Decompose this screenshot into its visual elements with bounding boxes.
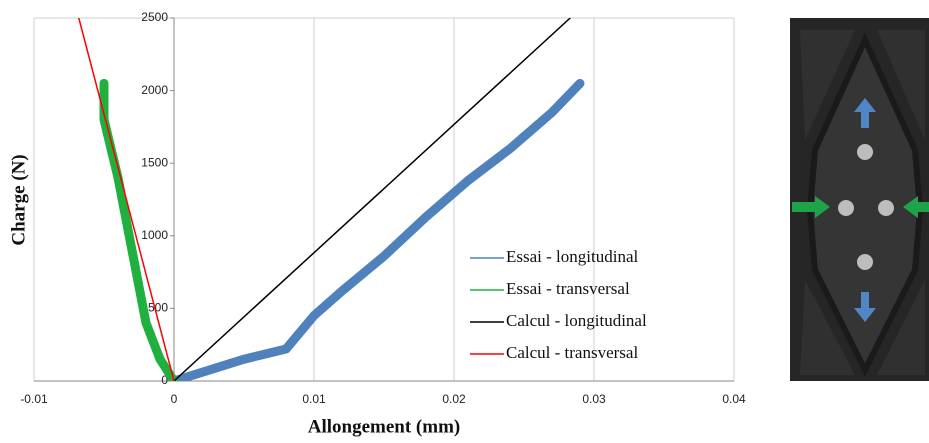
arrow-up (854, 98, 876, 128)
photo-dot (878, 200, 894, 216)
photo-cutout (800, 280, 855, 375)
x-tick-label: -0.01 (20, 392, 48, 406)
y-tick-label: 0 (161, 373, 168, 387)
photo-cutout (877, 280, 925, 375)
y-tick-label: 2500 (141, 10, 168, 24)
x-tick-label: 0.01 (302, 392, 326, 406)
x-axis-title: Allongement (mm) (308, 416, 461, 437)
legend-label: Essai - longitudinal (506, 247, 638, 266)
y-tick-label: 1500 (141, 155, 168, 169)
x-tick-label: 0.03 (582, 392, 606, 406)
x-tick-label: 0 (171, 392, 178, 406)
y-tick-label: 500 (148, 301, 168, 315)
x-tick-label: 0.04 (722, 392, 746, 406)
series-line (99, 78, 179, 381)
x-tick-label: 0.02 (442, 392, 466, 406)
photo-cutout (877, 30, 925, 140)
photo-diamond (806, 32, 924, 377)
photo (790, 18, 929, 381)
photo-dot (857, 144, 873, 160)
y-tick-label: 1000 (141, 228, 168, 242)
arrow-down (854, 292, 876, 322)
legend-label: Calcul - transversal (506, 343, 638, 362)
series-line (78, 18, 175, 381)
photo-cutout (800, 30, 855, 140)
arrow-left (903, 196, 929, 218)
legend-label: Calcul - longitudinal (506, 311, 647, 330)
legend-label: Essai - transversal (506, 279, 630, 298)
arrow-right (792, 196, 830, 218)
y-tick-label: 2000 (141, 83, 168, 97)
series-line (173, 18, 571, 381)
photo-dot (857, 254, 873, 270)
series-line (169, 78, 585, 381)
y-axis-title: Charge (N) (8, 154, 29, 245)
photo-dot (838, 200, 854, 216)
